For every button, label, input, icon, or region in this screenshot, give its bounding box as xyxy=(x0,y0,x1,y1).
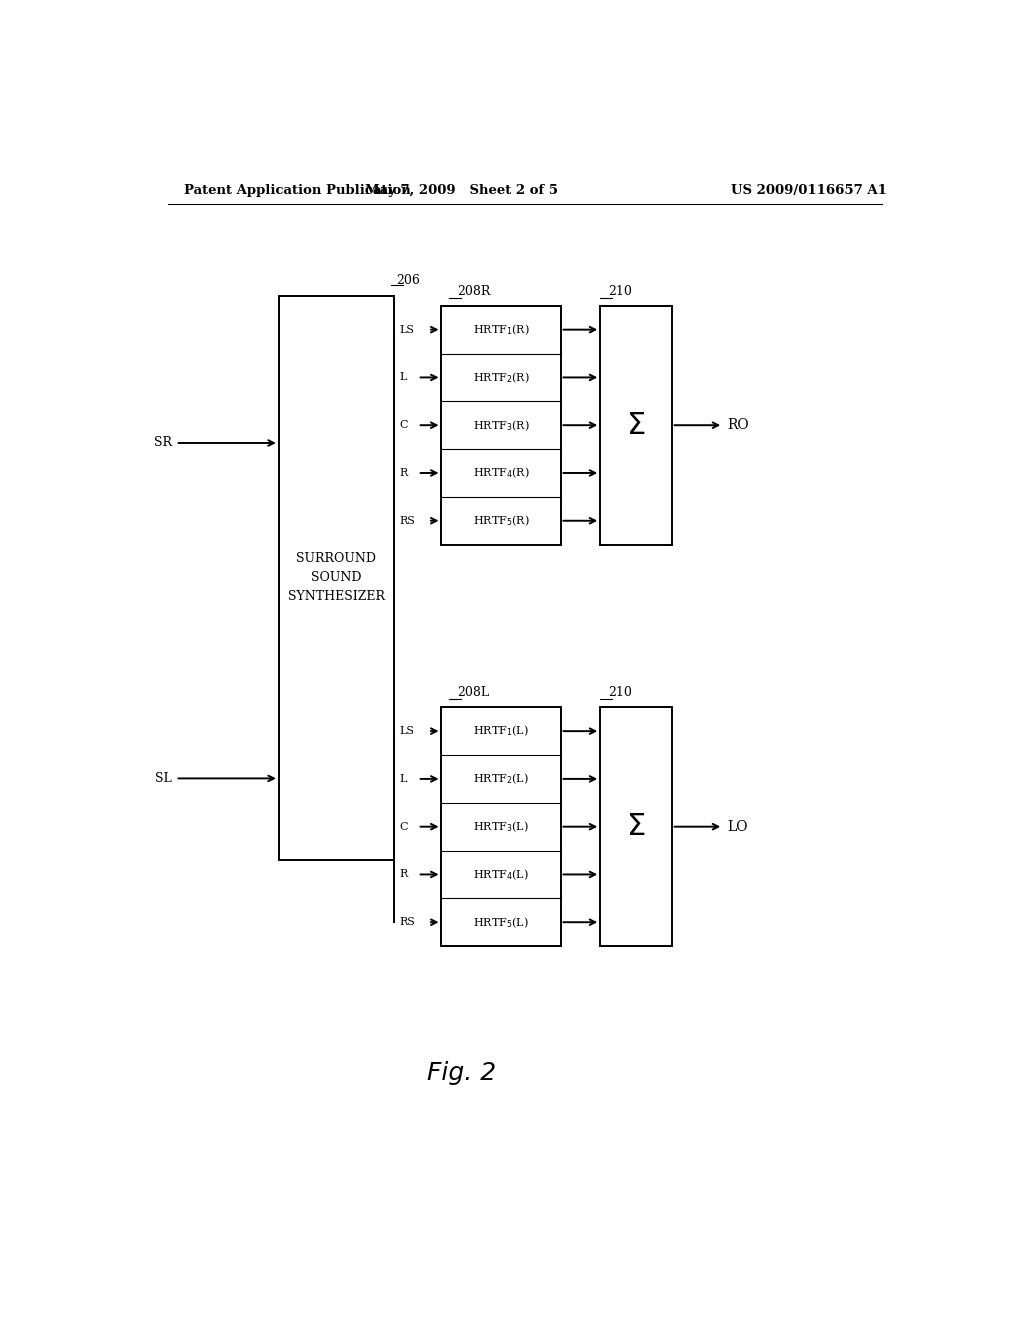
Bar xyxy=(441,306,560,545)
Text: HRTF$_{1}$(R): HRTF$_{1}$(R) xyxy=(472,322,529,337)
Text: 210: 210 xyxy=(608,686,632,700)
Text: HRTF$_{1}$(L): HRTF$_{1}$(L) xyxy=(473,723,529,738)
Text: LS: LS xyxy=(399,726,415,737)
Bar xyxy=(600,708,672,946)
Text: C: C xyxy=(399,420,408,430)
Text: 206: 206 xyxy=(396,275,420,288)
Text: LS: LS xyxy=(399,325,415,335)
Text: HRTF$_{3}$(R): HRTF$_{3}$(R) xyxy=(472,418,529,433)
Bar xyxy=(600,306,672,545)
Text: L: L xyxy=(399,774,407,784)
Text: R: R xyxy=(399,469,408,478)
Text: HRTF$_{2}$(R): HRTF$_{2}$(R) xyxy=(472,370,529,384)
Text: Patent Application Publication: Patent Application Publication xyxy=(183,185,411,198)
Text: HRTF$_{3}$(L): HRTF$_{3}$(L) xyxy=(473,820,529,834)
Text: HRTF$_{4}$(L): HRTF$_{4}$(L) xyxy=(473,867,529,882)
Text: LO: LO xyxy=(727,820,748,834)
Text: 210: 210 xyxy=(608,285,632,297)
Text: $\Sigma$: $\Sigma$ xyxy=(627,812,645,842)
Text: SR: SR xyxy=(154,437,172,450)
Text: L: L xyxy=(399,372,407,383)
Text: May 7, 2009   Sheet 2 of 5: May 7, 2009 Sheet 2 of 5 xyxy=(365,185,558,198)
Text: HRTF$_{5}$(L): HRTF$_{5}$(L) xyxy=(473,915,529,929)
Text: 208R: 208R xyxy=(458,285,490,297)
Text: SURROUND
SOUND
SYNTHESIZER: SURROUND SOUND SYNTHESIZER xyxy=(288,552,385,603)
Bar xyxy=(279,296,394,859)
Text: HRTF$_{4}$(R): HRTF$_{4}$(R) xyxy=(472,466,529,480)
Text: 208L: 208L xyxy=(458,686,489,700)
Text: C: C xyxy=(399,821,408,832)
Text: $\Sigma$: $\Sigma$ xyxy=(627,409,645,441)
Text: RO: RO xyxy=(727,418,749,432)
Text: SL: SL xyxy=(155,772,172,785)
Bar xyxy=(441,708,560,946)
Text: RS: RS xyxy=(399,917,416,927)
Text: RS: RS xyxy=(399,516,416,525)
Text: R: R xyxy=(399,870,408,879)
Text: US 2009/0116657 A1: US 2009/0116657 A1 xyxy=(731,185,887,198)
Text: HRTF$_{5}$(R): HRTF$_{5}$(R) xyxy=(472,513,529,528)
Text: HRTF$_{2}$(L): HRTF$_{2}$(L) xyxy=(473,772,529,787)
Text: Fig. 2: Fig. 2 xyxy=(427,1061,496,1085)
